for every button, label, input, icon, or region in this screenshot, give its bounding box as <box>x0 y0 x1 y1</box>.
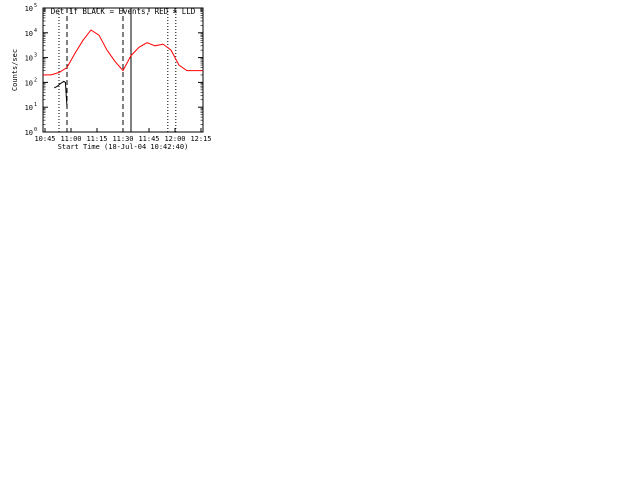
y-tick-label: 10 <box>25 104 33 112</box>
y-tick-exponent: 5 <box>34 3 37 9</box>
x-tick-label: 11:00 <box>60 135 81 143</box>
x-tick-label: 10:45 <box>34 135 55 143</box>
y-tick-label: 10 <box>25 30 33 38</box>
y-tick-label: 10 <box>25 55 33 63</box>
x-tick-label: 12:15 <box>190 135 211 143</box>
y-tick-exponent: 2 <box>34 77 37 83</box>
x-axis-label: Start Time (18-Jul-04 10:42:40) <box>58 143 189 151</box>
y-tick-label: 10 <box>25 5 33 13</box>
x-tick-label: 11:15 <box>86 135 107 143</box>
y-tick-exponent: 0 <box>34 127 37 133</box>
events-series-line <box>53 80 68 108</box>
y-axis-label: Counts/sec <box>11 49 19 91</box>
y-tick-exponent: 1 <box>34 102 37 108</box>
x-tick-label: 11:30 <box>112 135 133 143</box>
y-tick-exponent: 3 <box>34 53 37 59</box>
lld-series-line <box>43 29 203 76</box>
y-tick-exponent: 4 <box>34 28 37 34</box>
x-tick-label: 12:00 <box>164 135 185 143</box>
x-tick-label: 11:45 <box>138 135 159 143</box>
y-tick-label: 10 <box>25 79 33 87</box>
y-tick-label: 10 <box>25 129 33 137</box>
